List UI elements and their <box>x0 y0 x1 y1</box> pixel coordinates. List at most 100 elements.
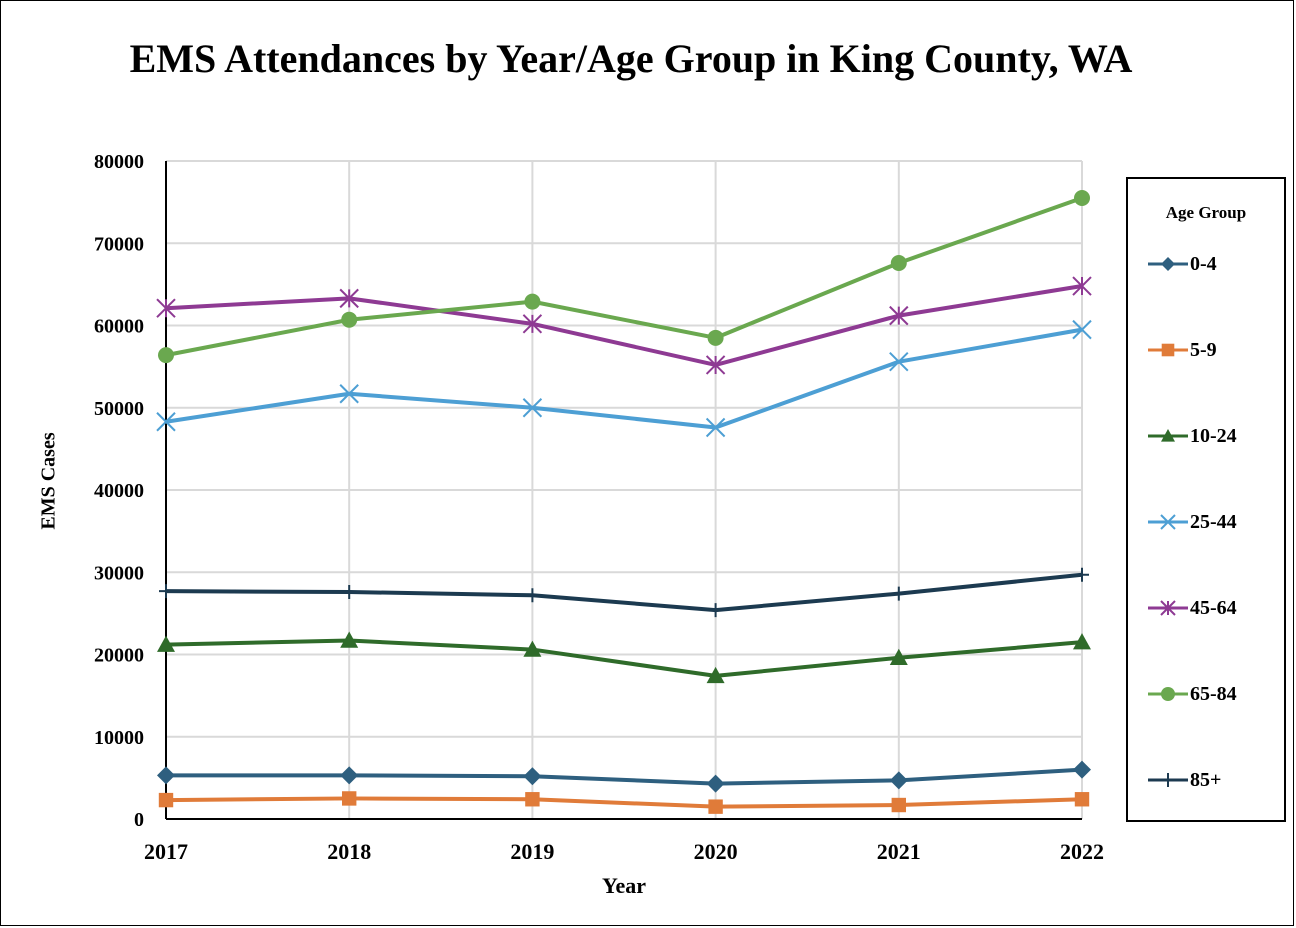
legend-swatch <box>1148 687 1188 701</box>
legend-swatch <box>1148 257 1188 271</box>
data-point <box>1072 276 1092 296</box>
legend-swatch <box>1148 773 1188 787</box>
series-line <box>165 284 1083 367</box>
x-tick-label: 2021 <box>877 839 921 864</box>
data-point <box>339 384 359 404</box>
legend-marker <box>1160 514 1176 530</box>
series-65-84 <box>158 190 1090 364</box>
data-point <box>705 417 726 438</box>
series-line <box>166 767 1083 786</box>
axes <box>165 161 1082 820</box>
data-point <box>525 588 540 603</box>
series-line <box>165 572 1083 613</box>
x-tick-label: 2019 <box>510 839 554 864</box>
chart-title: EMS Attendances by Year/Age Group in Kin… <box>129 36 1133 81</box>
data-point <box>157 766 175 785</box>
data-point <box>891 586 906 601</box>
series-85+ <box>159 567 1089 618</box>
legend-marker <box>1161 773 1175 787</box>
legend-label: 0-4 <box>1190 252 1217 275</box>
data-point <box>156 412 176 432</box>
data-point <box>707 329 724 346</box>
data-point <box>1073 760 1091 779</box>
data-point <box>706 666 725 684</box>
series-5-9 <box>158 791 1090 814</box>
legend-item-5-9: 5-9 <box>1148 335 1217 365</box>
y-tick-label: 50000 <box>94 398 144 420</box>
y-tick-label: 0 <box>134 809 144 831</box>
data-point <box>889 771 908 790</box>
data-point <box>522 314 543 334</box>
legend-swatch <box>1148 600 1188 616</box>
x-tick-label: 2020 <box>694 839 738 864</box>
data-point <box>339 288 359 309</box>
legend-swatch <box>1148 429 1188 442</box>
legend-label: 45-64 <box>1190 596 1237 619</box>
data-point <box>525 792 540 807</box>
data-point <box>1073 633 1091 650</box>
series-line <box>165 196 1083 358</box>
data-point <box>889 648 908 665</box>
data-point <box>156 298 176 318</box>
data-point <box>523 767 542 786</box>
data-point <box>890 254 907 271</box>
tick-labels: 0 10000 20000 30000 40000 50000 60000 70000 8000… <box>94 151 1104 864</box>
series-45-64 <box>156 276 1092 375</box>
data-point <box>341 311 358 328</box>
legend-marker <box>1161 429 1175 442</box>
legend-item-85+: 85+ <box>1148 765 1221 795</box>
data-point <box>706 774 725 793</box>
series-layer <box>156 190 1092 814</box>
data-point <box>340 631 359 648</box>
series-line <box>165 327 1083 430</box>
data-point <box>159 584 173 599</box>
legend-label: 10-24 <box>1190 424 1237 447</box>
data-point <box>708 603 723 618</box>
data-point <box>524 293 541 310</box>
legend-swatch <box>1148 343 1188 357</box>
legend: Age Group 0-4 5-9 10-24 25-44 45-64 65-84 85+ <box>1126 177 1286 822</box>
data-point <box>1075 567 1089 582</box>
data-point <box>891 797 906 813</box>
y-tick-label: 20000 <box>94 645 144 667</box>
data-point <box>1072 319 1092 340</box>
data-point <box>889 351 909 372</box>
y-tick-label: 40000 <box>94 480 144 502</box>
legend-marker <box>1161 687 1175 701</box>
data-point <box>342 584 357 599</box>
x-tick-label: 2018 <box>327 839 371 864</box>
x-tick-label: 2022 <box>1060 839 1104 864</box>
data-point <box>342 791 357 806</box>
x-axis-label: Year <box>602 873 646 898</box>
legend-marker <box>1161 343 1175 357</box>
legend-item-25-44: 25-44 <box>1148 507 1237 537</box>
y-tick-label: 30000 <box>94 562 144 584</box>
data-point <box>1074 190 1090 207</box>
series-25-44 <box>156 319 1092 438</box>
legend-item-0-4: 0-4 <box>1148 249 1217 279</box>
data-point <box>522 398 543 418</box>
legend-marker <box>1161 257 1175 271</box>
gridlines <box>165 160 1083 819</box>
legend-label: 25-44 <box>1190 510 1237 533</box>
legend-item-65-84: 65-84 <box>1148 679 1237 709</box>
data-point <box>158 347 174 364</box>
legend-label: 65-84 <box>1190 682 1237 705</box>
x-tick-label: 2017 <box>144 839 188 864</box>
legend-title: Age Group <box>1165 203 1247 222</box>
legend-label: 5-9 <box>1190 338 1217 361</box>
series-line <box>165 638 1083 678</box>
legend-item-45-64: 45-64 <box>1148 593 1237 623</box>
data-point <box>340 766 359 785</box>
legend-item-10-24: 10-24 <box>1148 421 1237 451</box>
data-point <box>523 640 542 657</box>
legend-label: 85+ <box>1190 768 1222 791</box>
series-0-4 <box>157 760 1091 793</box>
series-line <box>165 796 1083 809</box>
y-tick-label: 70000 <box>94 233 144 255</box>
data-point <box>708 799 723 814</box>
data-point <box>705 355 726 375</box>
y-tick-label: 60000 <box>94 316 144 338</box>
